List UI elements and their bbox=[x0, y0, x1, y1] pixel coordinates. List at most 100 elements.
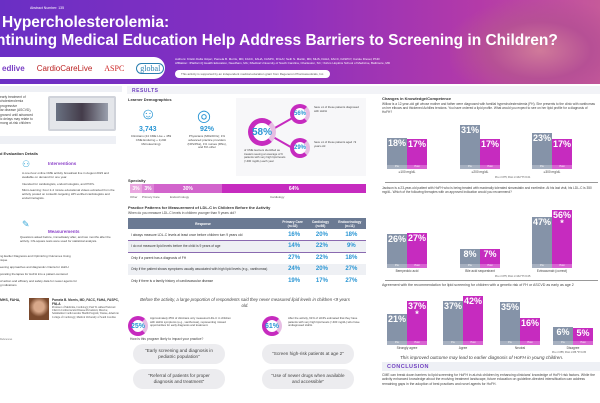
col-header: Endocrinology (n=11) bbox=[333, 218, 366, 229]
response-cell: Only if there is a family history of car… bbox=[131, 278, 214, 283]
pre-label: Pre bbox=[553, 341, 573, 345]
category-label: Bempedoic acid bbox=[395, 269, 419, 273]
support-statement: This activity is supported by an indepen… bbox=[175, 70, 331, 78]
objective: porating therapies for HoFH into a patie… bbox=[0, 272, 68, 276]
physicians-pct: 92% bbox=[200, 126, 215, 133]
pre-label: Pre bbox=[460, 165, 480, 169]
post-bar: 7% bbox=[480, 249, 500, 264]
specialty-label: Primary Care bbox=[142, 195, 160, 199]
col-header: Primary Care (n=32) bbox=[278, 218, 308, 229]
knowledge-question-1: Willow is a 12-year-old girl whose mothe… bbox=[382, 102, 595, 115]
intro-header bbox=[0, 86, 122, 92]
logo-aspc: ASPC bbox=[104, 63, 125, 73]
conclusion-text: CME can break down barriers to lipid scr… bbox=[382, 373, 596, 386]
table-row: I do not measure lipid levels before the… bbox=[128, 240, 366, 253]
category-label: Strongly agree bbox=[396, 346, 418, 350]
pre-bar: 31% bbox=[460, 125, 480, 165]
faculty-2-name: Pamela B. Morris, MD, FACC, FAHA, FASPC,… bbox=[52, 298, 119, 306]
specialty-labels: Other Primary Care Endocrinology Cardiology bbox=[130, 195, 366, 201]
outcome-note: This improved outcome may lead to earlie… bbox=[400, 355, 564, 360]
post-label: Post bbox=[407, 264, 427, 268]
pre-label: Pre bbox=[532, 165, 552, 169]
pct-cell: 16% bbox=[288, 231, 301, 238]
ring-61: 61% bbox=[262, 316, 282, 336]
network-icon: ⚇ bbox=[22, 159, 31, 169]
response-cell: I always measure LDL-C levels at least o… bbox=[131, 232, 243, 237]
intervention-item: A one-hour online CME activity broadcast… bbox=[22, 171, 109, 179]
specialty-label: Cardiology bbox=[270, 195, 285, 199]
ring-29: 29% bbox=[290, 138, 310, 158]
left-column: early treatment of cholesterolemia progres… bbox=[0, 86, 122, 403]
specialty-bar: 3% 3% 30% 64% bbox=[130, 184, 366, 193]
pct-cell: 18% bbox=[345, 231, 358, 238]
quote-bubble: "Use of newer drugs when available and a… bbox=[262, 369, 354, 389]
post-bar: 17% bbox=[552, 139, 572, 165]
pre-bar: 26% bbox=[387, 234, 407, 264]
interventions-list: A one-hour online CME activity broadcast… bbox=[22, 171, 118, 201]
pct-cell: 22% bbox=[315, 255, 328, 261]
knowledge-question-2: Jackson is a 23-year-old patient with Ho… bbox=[382, 186, 592, 195]
post-bar: 42% bbox=[463, 296, 483, 341]
conclusion-header: CONCLUSION bbox=[382, 362, 600, 371]
faculty-2: Pamela B. Morris, MD, FACC, FAHA, FASPC,… bbox=[52, 298, 120, 319]
post-label: Post bbox=[407, 341, 427, 345]
post-bar: 56% * bbox=[552, 210, 572, 264]
logo-medlive: edlive bbox=[2, 63, 25, 73]
pre-label: Pre bbox=[387, 165, 407, 169]
affiliation-text: Affiliation: ¹PlatformQ Health Education… bbox=[175, 61, 391, 65]
objective: of action and efficacy and safety data f… bbox=[0, 279, 77, 283]
post-bar: 17% bbox=[480, 139, 500, 165]
intro-line: ic delays may relate to bbox=[0, 117, 33, 122]
ring-25-detail: Approximately 25% of clinicians only mea… bbox=[150, 316, 231, 328]
quote-bubble: "Screen high-risk patients at age 2" bbox=[262, 344, 354, 364]
post-label: Post bbox=[552, 165, 572, 169]
pct-cell: 14% bbox=[278, 240, 308, 253]
intro-line: gnosed until advanced bbox=[0, 112, 33, 117]
pct-cell: 17% bbox=[315, 277, 328, 284]
impact-question: How is this program likely to impact you… bbox=[130, 337, 204, 341]
practice-title: Practice Patterns for Measurement of LDL… bbox=[128, 205, 271, 210]
interventions-title: Interventions bbox=[48, 161, 77, 166]
divider bbox=[385, 182, 598, 183]
post-label: Post bbox=[573, 341, 593, 345]
objective: ng Earlier Diagnosis and Optimizing Outc… bbox=[0, 254, 71, 258]
pre-label: Pre bbox=[387, 264, 407, 268]
table-row: Only if a parent has a diagnosis of FH 27… bbox=[128, 252, 366, 264]
quote-bubble: "Early screening and diagnosis in pediat… bbox=[133, 344, 225, 364]
pct-cell: 27% bbox=[333, 263, 366, 275]
faculty-1-name: MHS, FAHA, bbox=[0, 298, 21, 302]
measurements-text: Questions asked before, immediately afte… bbox=[20, 235, 111, 243]
post-bar: 16% bbox=[520, 318, 540, 341]
specialty-segment: 3% bbox=[142, 184, 154, 193]
category-label: Neutral bbox=[514, 346, 526, 350]
faculty-2-bio: Professor of Medicine, Cardiology; Paul … bbox=[52, 306, 119, 319]
post-label: Post bbox=[520, 341, 540, 345]
post-label: Post bbox=[552, 264, 572, 268]
response-cell: Only if a parent has a diagnosis of FH bbox=[131, 256, 187, 260]
logo-cardiocarelive: CardioCareLive bbox=[36, 63, 93, 73]
clinicians-detail: Clinicians (44 CME Live + 459 CME Enduri… bbox=[130, 134, 172, 146]
ring-58: 58% bbox=[248, 118, 276, 146]
objective: eening approaches and diagnostic criteri… bbox=[0, 265, 69, 269]
response-cell: Only if the patient shows symptoms usual… bbox=[128, 263, 278, 275]
pre-label: Pre bbox=[532, 264, 552, 268]
category-label: ≥100 mg/dL bbox=[398, 170, 416, 174]
logo-global: global bbox=[136, 62, 165, 74]
post-label: Post bbox=[480, 165, 500, 169]
pct-cell: 9% bbox=[333, 240, 366, 253]
pct-cell: 20% bbox=[315, 231, 328, 238]
faculty-photo bbox=[29, 298, 49, 320]
poster-header: Abstract Number: 135 Hypercholesterolemi… bbox=[0, 0, 600, 84]
measurement-icon: ✎ bbox=[22, 219, 30, 229]
pre-bar: 18% bbox=[387, 138, 407, 165]
col-header: Cardiology (n=98) bbox=[307, 218, 334, 229]
references: References bbox=[0, 338, 13, 341]
col-header: Response bbox=[128, 218, 278, 229]
post-label: Post bbox=[480, 264, 500, 268]
demographics-title: Learner Demographics bbox=[128, 97, 172, 102]
objective: g indications bbox=[0, 283, 17, 287]
response-cell: I do not measure lipid levels before the… bbox=[128, 240, 278, 253]
poster-title-line2: ntinuing Medical Education Help Address … bbox=[0, 32, 558, 49]
header-photo bbox=[450, 0, 600, 84]
table-row: I always measure LDL-C levels at least o… bbox=[128, 229, 366, 241]
